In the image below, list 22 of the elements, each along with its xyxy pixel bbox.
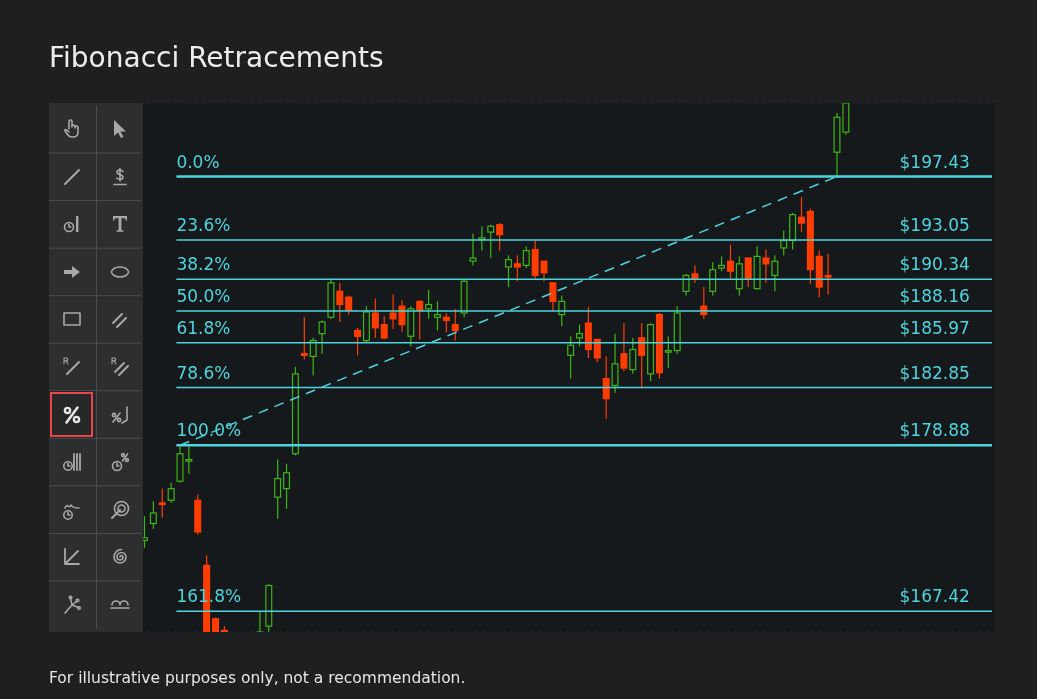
chart-title: Fibonacci Retracements [49,41,384,74]
annotation: $193.05 [899,215,970,236]
candlestick [611,333,619,393]
annotation: $190.34 [899,254,970,275]
annotation: 61.8% [176,317,231,338]
annotation: $182.85 [899,362,970,383]
annotation: 38.2% [176,254,231,275]
annotation: $197.43 [899,151,970,172]
candlestick [469,233,477,266]
annotation: $185.97 [899,317,970,338]
annotation: $178.88 [899,420,970,441]
annotation: 100.0% [176,420,241,441]
text: For illustrative purposes only, not a recommendation. [49,669,466,687]
candlestick [762,249,770,283]
candlestick [318,320,326,354]
annotation: 78.6% [176,362,231,383]
annotation: 50.0% [176,285,231,306]
annotation: 0.0% [176,151,220,172]
annotation: $188.16 [899,285,970,306]
annotation: $167.42 [899,586,970,607]
annotation: 23.6% [176,215,231,236]
candlestick [620,323,628,372]
